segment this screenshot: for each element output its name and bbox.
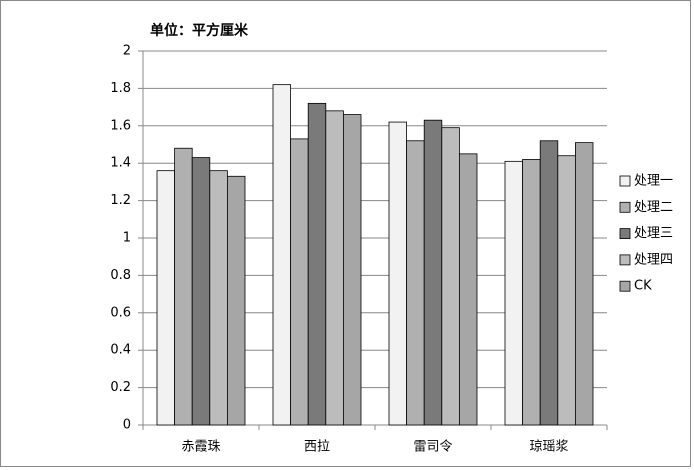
bar [441, 127, 460, 426]
bar [539, 140, 559, 426]
bar [423, 119, 443, 426]
bar [290, 138, 309, 426]
legend-swatch [619, 280, 631, 292]
bar [504, 160, 524, 426]
bar [209, 170, 228, 426]
legend-label: 处理二 [634, 200, 673, 215]
legend-swatch [619, 254, 631, 266]
legend-label: 处理一 [634, 174, 673, 189]
legend-label: 处理四 [634, 252, 673, 267]
legend-label: 处理三 [634, 226, 673, 241]
bar [325, 110, 344, 426]
x-tick-label: 雷司令 [413, 440, 452, 455]
legend-label: CK [634, 279, 652, 294]
bar [156, 170, 176, 426]
bar [272, 84, 292, 426]
bar [342, 114, 362, 426]
y-tick-label: 2 [123, 44, 131, 59]
x-tick-label: 琼瑶浆 [529, 440, 568, 455]
y-tick-label: 0.8 [110, 268, 131, 283]
bar [406, 140, 425, 426]
y-tick-label: 0 [123, 418, 131, 433]
y-tick-label: 1 [123, 231, 131, 246]
bar [557, 155, 576, 426]
bar [575, 142, 594, 426]
y-tick-label: 1.4 [110, 156, 131, 171]
legend-swatch [619, 175, 631, 187]
y-tick-label: 0.4 [110, 343, 131, 358]
y-tick-label: 1.6 [110, 118, 131, 133]
bar [522, 159, 541, 426]
y-tick-label: 1.2 [110, 193, 131, 208]
bar [388, 121, 408, 426]
y-tick-label: 0.2 [110, 380, 131, 395]
x-tick-label: 赤霞珠 [181, 440, 220, 455]
y-tick-label: 0.6 [110, 305, 131, 320]
y-tick-label: 1.8 [110, 81, 131, 96]
bar [174, 147, 193, 426]
bar [191, 157, 211, 426]
x-tick-label: 西拉 [304, 440, 330, 455]
bar [226, 175, 246, 426]
chart-title: 单位：平方厘米 [150, 22, 249, 39]
legend-swatch [619, 201, 631, 213]
bar [307, 102, 327, 426]
bar [458, 153, 478, 426]
legend-swatch [619, 228, 631, 240]
